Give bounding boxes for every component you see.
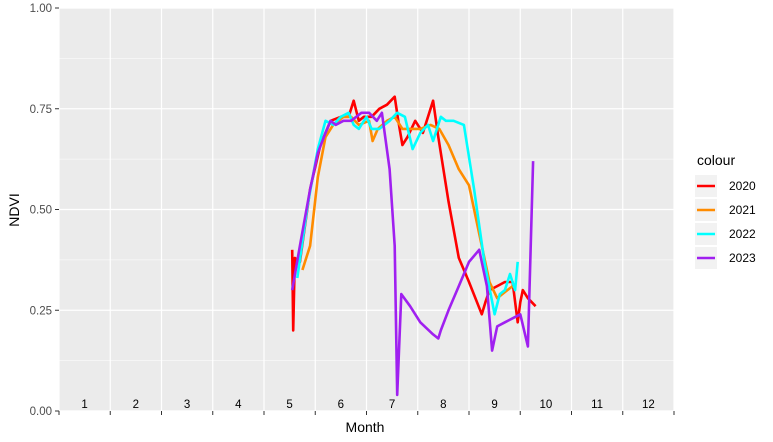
x-tick-label: 9 [491, 399, 497, 411]
y-tick-label: 1.00 [30, 3, 52, 15]
legend-item-2020: 2020 [695, 175, 756, 197]
legend-title: colour [697, 152, 735, 168]
x-tick-label: 6 [338, 399, 344, 411]
x-tick-label: 10 [539, 399, 552, 411]
x-axis-title: Month [346, 419, 385, 435]
x-tick-label: 3 [184, 399, 190, 411]
x-tick-label: 4 [235, 399, 242, 411]
y-axis-title: NDVI [6, 193, 22, 226]
legend-label: 2023 [729, 251, 756, 265]
x-axis-ticks [58, 411, 675, 415]
legend-label: 2020 [729, 179, 756, 193]
x-tick-label: 7 [389, 399, 395, 411]
x-tick-label: 11 [591, 399, 603, 411]
y-tick-label: 0.00 [30, 406, 52, 418]
x-tick-labels: 1 2 3 4 5 6 7 8 9 10 11 12 [81, 399, 654, 411]
y-tick-label: 0.75 [30, 104, 52, 116]
legend-item-2023: 2023 [695, 247, 756, 269]
legend-item-2021: 2021 [695, 199, 756, 221]
legend-label: 2022 [729, 227, 756, 241]
y-tick-label: 0.50 [30, 205, 52, 217]
x-tick-label: 2 [133, 399, 139, 411]
series-line-2022 [296, 111, 519, 316]
x-tick-label: 12 [642, 399, 655, 411]
y-tick-label: 0.25 [30, 305, 52, 317]
x-tick-label: 1 [81, 399, 87, 411]
y-tick-labels: 0.00 0.25 0.50 0.75 1.00 [30, 3, 52, 418]
legend-items: 2020 2021 2022 2023 [695, 175, 756, 269]
y-axis-ticks [55, 7, 59, 412]
x-tick-label: 8 [440, 399, 446, 411]
series-layer [290, 95, 537, 397]
legend-item-2022: 2022 [695, 223, 756, 245]
x-tick-label: 5 [286, 399, 292, 411]
legend-label: 2021 [729, 203, 756, 217]
legend: colour 2020 2021 2022 2023 [695, 152, 756, 269]
series-line-2023 [290, 111, 535, 397]
